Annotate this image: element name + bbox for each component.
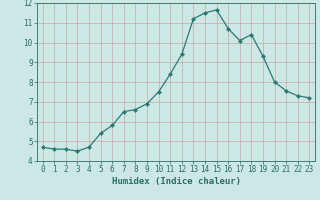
X-axis label: Humidex (Indice chaleur): Humidex (Indice chaleur) (111, 177, 241, 186)
